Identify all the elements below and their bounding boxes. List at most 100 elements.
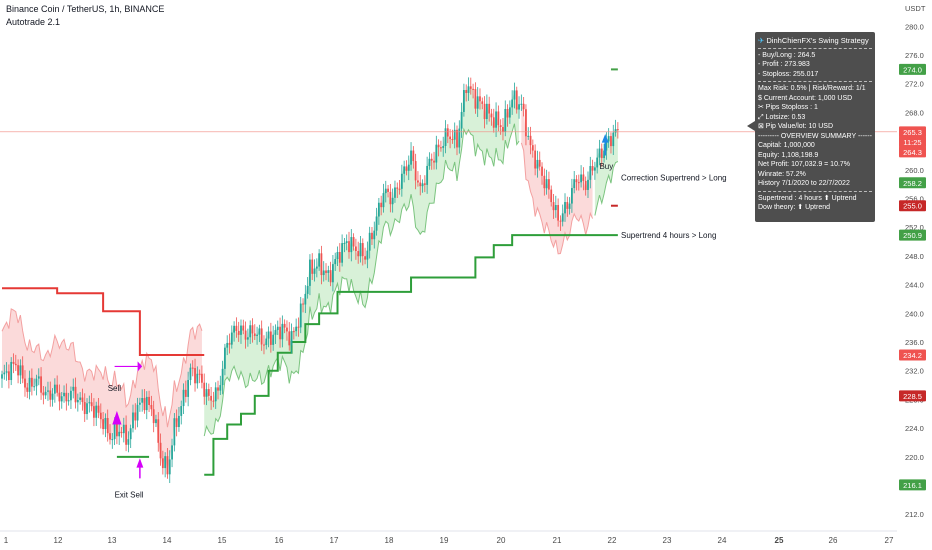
price-tag <box>899 479 926 491</box>
candle-body <box>10 361 13 381</box>
stats-line: Net Profit: 107,032.9 = 10.7% <box>758 161 851 168</box>
candle-body <box>518 104 520 110</box>
candle-body <box>394 187 396 198</box>
candle-body <box>58 392 61 402</box>
candle-body <box>184 389 187 397</box>
price-tag-label: 234.2 <box>903 351 922 360</box>
candle-body <box>359 243 362 257</box>
indicator-name: Autotrade 2.1 <box>6 17 61 27</box>
candle-body <box>543 175 546 189</box>
candle-body <box>580 174 582 183</box>
candle-body <box>76 399 79 403</box>
price-tag <box>899 126 926 138</box>
candle-body <box>56 384 59 393</box>
price-tag <box>899 229 926 241</box>
candle-body <box>327 270 330 273</box>
x-tick-label: 26 <box>829 536 838 545</box>
candle-body <box>600 148 603 159</box>
candle-body <box>458 128 461 148</box>
candle-body <box>343 243 346 245</box>
candle-body <box>164 456 167 469</box>
candle-body <box>587 179 589 190</box>
candle-body <box>51 393 54 400</box>
candle-body <box>593 167 596 171</box>
candle-body <box>286 327 288 332</box>
candle-body <box>479 96 481 102</box>
candle-body <box>513 90 516 100</box>
candle-body <box>605 141 608 151</box>
candle-body <box>375 216 378 231</box>
candle-body <box>12 361 15 364</box>
candle-body <box>281 323 284 340</box>
candle-body <box>288 331 291 346</box>
candle-body <box>428 158 431 166</box>
candle-body <box>260 328 263 345</box>
candle-body <box>490 113 493 118</box>
stats-line: ⊠ Pip Value/lot: 10 USD <box>758 123 833 130</box>
price-tag <box>899 136 926 148</box>
y-tick-label: 260.0 <box>905 166 924 175</box>
candle-body <box>65 392 68 402</box>
y-tick-label: 248.0 <box>905 252 924 261</box>
candle-body <box>125 424 127 445</box>
candle-body <box>318 253 321 267</box>
candle-body <box>194 368 196 384</box>
strategy-logo-icon: ✈ <box>758 36 765 45</box>
candle-body <box>467 86 470 93</box>
candle-body <box>106 418 109 434</box>
candle-body <box>283 323 286 328</box>
candle-body <box>361 243 364 257</box>
candle-body <box>352 237 355 247</box>
price-tag <box>899 63 926 75</box>
candle-body <box>79 397 82 400</box>
candle-body <box>269 331 272 345</box>
candle-body <box>403 166 406 174</box>
candle-body <box>113 423 116 440</box>
candle-body <box>612 132 615 147</box>
candle-body <box>531 145 534 151</box>
price-tag-label: 228.5 <box>903 392 922 401</box>
candle-body <box>453 129 456 140</box>
candle-body <box>263 344 265 346</box>
sell-arrow-icon <box>137 361 143 372</box>
candle-body <box>430 158 433 161</box>
candle-body <box>198 373 201 375</box>
candle-body <box>138 402 141 405</box>
candle-body <box>219 385 222 391</box>
candle-body <box>313 268 316 274</box>
candle-body <box>520 103 523 105</box>
candle-body <box>49 390 52 400</box>
y-tick-label: 256.0 <box>905 195 924 204</box>
candle-body <box>240 325 242 335</box>
panel-title-text: DinhChienFX's Swing Strategy <box>766 36 869 45</box>
candle-body <box>584 180 587 190</box>
candle-body <box>410 150 412 165</box>
candle-body <box>28 377 31 392</box>
candle-body <box>159 442 162 459</box>
price-tag <box>899 146 926 158</box>
candle-body <box>189 367 192 380</box>
candle-body <box>143 398 146 411</box>
candle-body <box>506 109 509 118</box>
candle-body <box>377 202 380 217</box>
trade-line: - Stoploss: 255.017 <box>758 70 819 78</box>
price-tag-label: 258.2 <box>903 179 922 188</box>
price-tag-label: 11:25 <box>903 138 921 147</box>
candle-body <box>309 259 311 286</box>
candle-body <box>224 347 226 369</box>
candle-body <box>136 404 139 421</box>
candle-body <box>488 103 491 114</box>
candle-body <box>221 368 224 386</box>
candle-body <box>322 270 325 276</box>
candle-body <box>577 182 580 184</box>
candle-body <box>74 386 77 403</box>
y-tick-label: 252.0 <box>905 223 924 232</box>
candle-body <box>384 188 387 194</box>
candle-body <box>412 150 415 162</box>
candle-body <box>476 96 479 109</box>
price-tag-label: 250.9 <box>903 231 922 240</box>
candle-body <box>472 88 474 90</box>
candle-body <box>99 412 102 420</box>
